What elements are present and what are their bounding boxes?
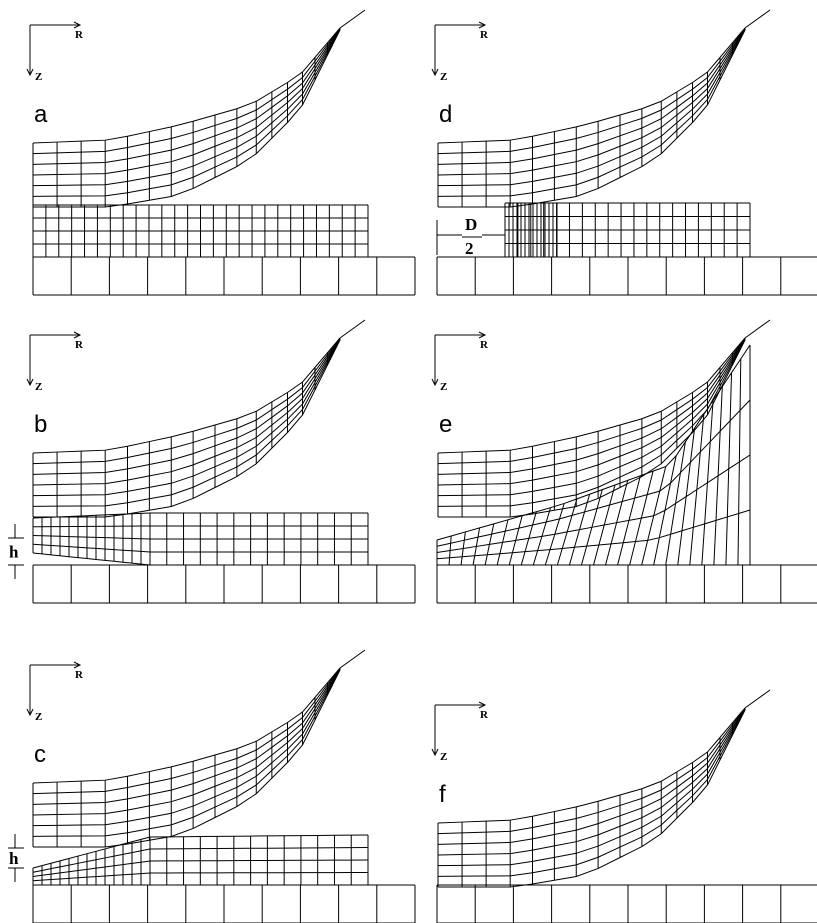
body-mesh: [438, 28, 745, 153]
body-tip: [745, 690, 770, 708]
axis-label: R: [480, 709, 489, 721]
distance-label: D: [465, 215, 477, 234]
panel-label: d: [439, 101, 452, 128]
body-tip: [340, 320, 365, 338]
body-tip: [340, 650, 365, 668]
axis-label: R: [480, 29, 489, 41]
slab-mesh: [594, 485, 616, 565]
body-mesh: [33, 29, 340, 185]
slab-mesh: [654, 456, 676, 565]
slab-mesh: [690, 414, 704, 565]
body-mesh: [33, 28, 340, 143]
gap-label: h: [9, 543, 19, 562]
slab-mesh: [545, 503, 564, 565]
gap-label: h: [9, 849, 19, 868]
body-mesh: [33, 670, 340, 847]
axis-label: R: [75, 29, 84, 41]
body-mesh: [438, 710, 745, 877]
slab-mesh: [738, 359, 741, 565]
body-mesh: [33, 340, 340, 517]
slab-mesh: [630, 471, 653, 565]
axis-label: Z: [35, 711, 42, 723]
slab-mesh: [437, 345, 750, 540]
slab-mesh: [509, 516, 522, 565]
axis-label: Z: [440, 751, 447, 763]
body-mesh: [33, 669, 340, 825]
axis-label: R: [75, 339, 84, 351]
body-mesh: [33, 668, 340, 793]
body-mesh: [33, 668, 340, 783]
body-mesh: [438, 338, 745, 453]
body-mesh: [33, 340, 340, 507]
panel-label: f: [439, 781, 446, 808]
body-mesh: [438, 340, 745, 517]
slab-mesh: [618, 476, 641, 565]
body-mesh: [438, 29, 745, 185]
panel-label: a: [34, 101, 48, 128]
slab-mesh: [726, 373, 732, 565]
slab-mesh: [642, 467, 666, 565]
body-mesh: [438, 709, 745, 865]
panel-label: b: [34, 411, 47, 438]
figure: R Za R Zb h R Zc h R Zd D 2 R Ze R Zf: [0, 0, 817, 923]
body-tip: [340, 10, 365, 28]
body-mesh: [33, 338, 340, 463]
axis-label: Z: [35, 71, 42, 83]
body-mesh: [33, 670, 340, 837]
body-mesh: [438, 30, 745, 197]
slab-mesh: [714, 387, 722, 565]
panel-label: c: [34, 741, 46, 768]
body-mesh: [438, 708, 745, 823]
body-mesh: [33, 30, 340, 207]
axis-label: Z: [35, 381, 42, 393]
body-mesh: [438, 340, 745, 507]
body-mesh: [33, 338, 340, 453]
body-mesh: [438, 708, 745, 833]
axis-label: R: [75, 669, 84, 681]
body-mesh: [33, 30, 340, 197]
mesh-layer: [8, 10, 817, 923]
distance-label: 2: [465, 239, 474, 258]
slab-mesh: [497, 520, 508, 565]
slab-mesh: [521, 512, 536, 565]
slab-mesh: [437, 455, 750, 553]
panel-label: e: [439, 411, 452, 438]
body-mesh: [438, 338, 745, 463]
body-mesh: [438, 30, 745, 207]
axis-label: Z: [440, 381, 447, 393]
body-mesh: [438, 710, 745, 887]
body-mesh: [438, 28, 745, 143]
slab-mesh: [702, 400, 713, 565]
axis-label: Z: [440, 71, 447, 83]
body-mesh: [438, 339, 745, 495]
axis-label: R: [480, 339, 489, 351]
body-tip: [745, 10, 770, 28]
body-tip: [745, 320, 770, 338]
body-mesh: [33, 28, 340, 153]
body-mesh: [33, 339, 340, 495]
